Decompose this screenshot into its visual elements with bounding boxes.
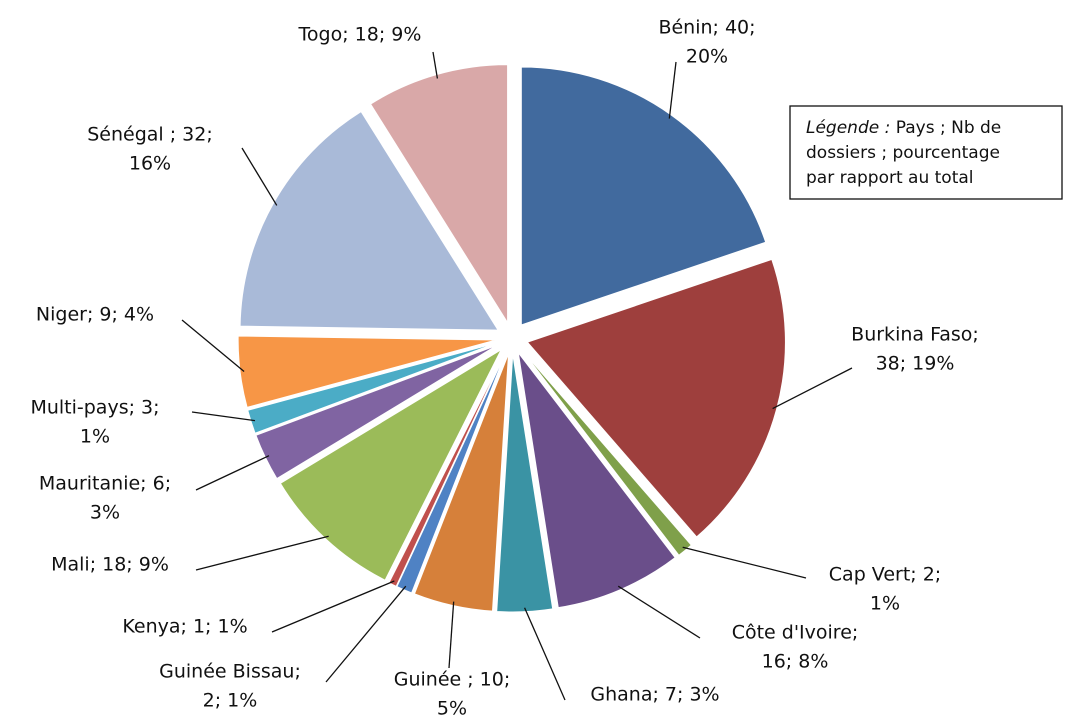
data-label: 1%: [80, 426, 110, 448]
data-label: Mauritanie; 6;: [39, 473, 171, 495]
pie-slice: [279, 348, 503, 581]
legend-note-line: par rapport au total: [806, 168, 974, 188]
pie-slice: [247, 342, 497, 434]
leader-line: [617, 585, 701, 639]
data-label: Burkina Faso;: [851, 324, 979, 346]
data-label: Côte d'Ivoire;: [732, 622, 859, 644]
legend-note-text: Pays ; Nb de: [896, 118, 1002, 138]
leader-line: [195, 455, 270, 491]
pie-slice: [237, 335, 497, 409]
leader-line: [772, 367, 853, 410]
data-label: Multi-pays; 3;: [30, 397, 159, 419]
data-label: Bénin; 40;: [658, 17, 755, 39]
data-label: Mali; 18; 9%: [51, 554, 169, 576]
leader-line: [523, 607, 566, 701]
data-label: Cap Vert; 2;: [829, 564, 941, 586]
pie-slice: [521, 350, 693, 556]
legend-note-heading: Légende :: [806, 118, 890, 138]
data-label: 5%: [437, 698, 467, 718]
pie-slice: [526, 258, 786, 538]
data-label: Togo; 18; 9%: [298, 24, 422, 46]
data-label: Guinée ; 10;: [394, 669, 511, 691]
pie-slice: [239, 110, 499, 331]
pie-slice: [396, 352, 507, 594]
data-label: 16; 8%: [762, 651, 829, 673]
leader-line: [241, 147, 278, 206]
legend-note-line: Légende : Pays ; Nb de: [806, 118, 1001, 138]
leader-line: [181, 319, 245, 373]
data-label: 1%: [870, 593, 900, 615]
data-label: 3%: [90, 502, 120, 524]
leader-line: [325, 585, 407, 683]
leader-line: [682, 546, 807, 579]
leader-line: [195, 535, 329, 571]
data-label: Ghana; 7; 3%: [590, 684, 719, 706]
leader-line: [432, 51, 439, 79]
data-label: Niger; 9; 4%: [36, 304, 154, 326]
pie-slice: [520, 66, 767, 326]
pie-slice: [496, 353, 554, 613]
data-label: 16%: [129, 153, 171, 175]
data-label: Kenya; 1; 1%: [122, 616, 247, 638]
legend-note-line: dossiers ; pourcentage: [806, 143, 1000, 163]
data-label: 2; 1%: [203, 690, 258, 712]
leader-line: [271, 580, 395, 633]
data-label: 38; 19%: [876, 353, 955, 375]
pie-slice: [517, 352, 676, 609]
leader-line: [191, 411, 256, 422]
data-label: Sénégal ; 32;: [87, 124, 213, 146]
leader-line: [668, 61, 677, 119]
data-label: 20%: [686, 46, 728, 68]
legend-note-box: [789, 105, 1063, 200]
data-label: Guinée Bissau;: [159, 661, 301, 683]
leader-line: [448, 601, 455, 669]
